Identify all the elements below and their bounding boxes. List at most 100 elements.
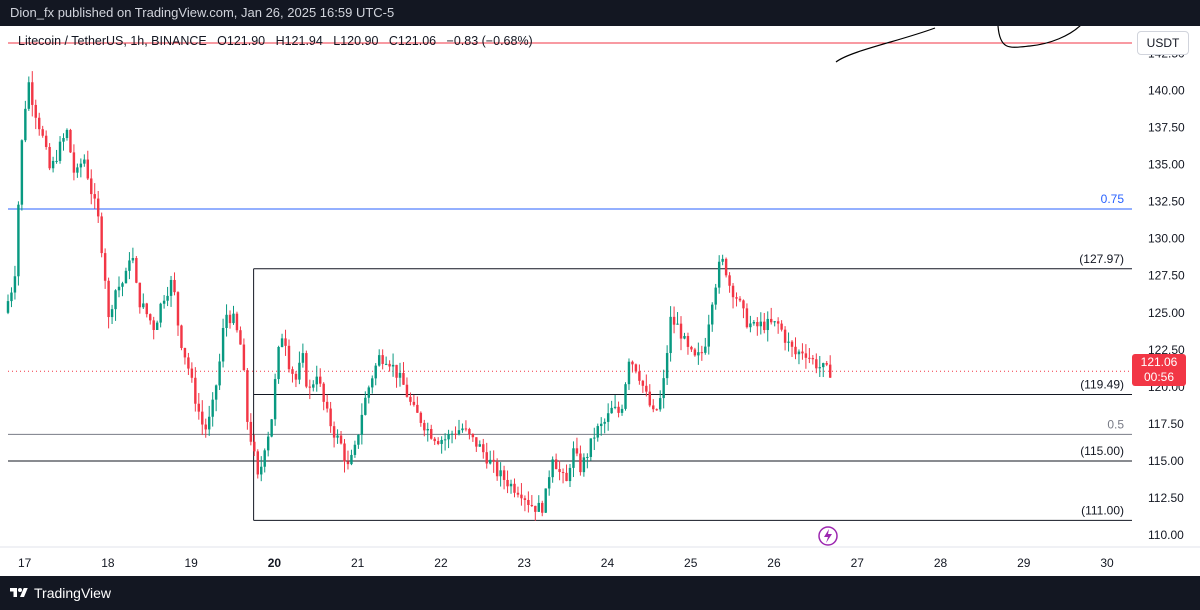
candle-body[interactable] [93,194,96,199]
candle-body[interactable] [568,467,572,482]
candle-body[interactable] [752,322,756,324]
candle-body[interactable] [801,351,804,354]
candle-body[interactable] [371,378,374,388]
candle-body[interactable] [72,152,76,173]
candle-body[interactable] [565,472,568,482]
candle-body[interactable] [756,322,759,327]
candle-body[interactable] [312,384,315,388]
candle-body[interactable] [603,421,606,424]
candle-body[interactable] [273,379,277,420]
candle-body[interactable] [815,359,818,369]
candle-body[interactable] [409,396,412,402]
candle-body[interactable] [454,433,457,435]
candle-body[interactable] [471,434,475,438]
candle-body[interactable] [194,377,197,404]
candle-body[interactable] [13,276,17,293]
candle-body[interactable] [142,303,145,308]
candle-body[interactable] [384,363,388,365]
candle-body[interactable] [676,323,679,325]
candle-body[interactable] [436,441,440,444]
candle-body[interactable] [426,428,429,431]
candle-body[interactable] [780,323,783,330]
candle-body[interactable] [655,409,658,411]
candle-body[interactable] [155,322,159,330]
candle-body[interactable] [51,160,55,169]
candle-body[interactable] [343,443,346,462]
candle-body[interactable] [828,364,832,378]
candle-body[interactable] [402,372,405,385]
candle-body[interactable] [260,466,263,475]
candle-body[interactable] [176,292,180,326]
candle-body[interactable] [776,321,780,324]
candle-body[interactable] [367,387,371,398]
candle-body[interactable] [162,300,166,304]
candle-body[interactable] [468,429,471,435]
candle-body[interactable] [322,383,325,402]
candle-body[interactable] [624,384,627,409]
candle-body[interactable] [228,314,232,324]
candlestick-chart[interactable]: 110.00112.50115.00117.50120.00122.50125.… [0,23,1200,576]
candle-body[interactable] [17,204,20,277]
candle-body[interactable] [811,358,815,360]
candle-body[interactable] [138,282,142,308]
candle-body[interactable] [377,355,381,366]
price-axis[interactable] [1132,26,1200,576]
candle-body[interactable] [319,376,322,384]
candle-body[interactable] [38,117,41,130]
candle-body[interactable] [263,450,266,467]
candle-body[interactable] [62,138,65,142]
candle-body[interactable] [672,316,676,325]
candle-body[interactable] [381,355,384,364]
candle-body[interactable] [808,357,811,359]
candle-body[interactable] [593,437,596,439]
candle-body[interactable] [749,323,752,328]
candle-body[interactable] [547,477,551,489]
candle-body[interactable] [638,371,641,381]
candle-body[interactable] [211,399,214,417]
candle-body[interactable] [763,321,766,331]
candle-body[interactable] [107,280,110,318]
candle-body[interactable] [187,357,190,369]
candle-body[interactable] [266,436,270,451]
candle-body[interactable] [346,461,350,465]
candle-body[interactable] [506,479,509,487]
candle-body[interactable] [742,300,745,309]
candle-body[interactable] [534,505,537,512]
candle-body[interactable] [475,437,478,447]
candle-body[interactable] [301,353,305,363]
candle-body[interactable] [554,459,558,470]
candle-body[interactable] [214,385,218,400]
candle-body[interactable] [523,498,527,500]
candle-body[interactable] [735,297,738,299]
candle-body[interactable] [96,198,100,217]
candle-body[interactable] [645,385,648,392]
candle-body[interactable] [221,327,225,362]
candle-body[interactable] [589,438,593,457]
candle-body[interactable] [620,408,624,413]
candle-body[interactable] [34,104,37,118]
candle-body[interactable] [745,308,749,328]
candle-body[interactable] [65,129,69,139]
candle-body[interactable] [253,441,256,452]
candle-body[interactable] [478,444,482,447]
candle-body[interactable] [145,303,148,315]
candle-body[interactable] [398,372,402,378]
candle-body[interactable] [235,313,239,331]
candle-body[interactable] [509,483,513,487]
candle-body[interactable] [773,321,776,323]
candle-body[interactable] [586,456,589,458]
candle-body[interactable] [759,321,763,327]
candle-body[interactable] [308,386,312,388]
candle-body[interactable] [794,346,797,355]
candle-body[interactable] [731,285,735,298]
candle-body[interactable] [697,352,700,356]
candle-body[interactable] [634,364,638,372]
candle-body[interactable] [440,439,443,444]
candle-body[interactable] [700,352,704,354]
candle-body[interactable] [707,324,710,347]
candle-body[interactable] [561,472,565,474]
candle-body[interactable] [405,384,409,397]
candle-body[interactable] [613,406,617,408]
candle-body[interactable] [579,453,582,473]
candle-body[interactable] [44,135,48,147]
